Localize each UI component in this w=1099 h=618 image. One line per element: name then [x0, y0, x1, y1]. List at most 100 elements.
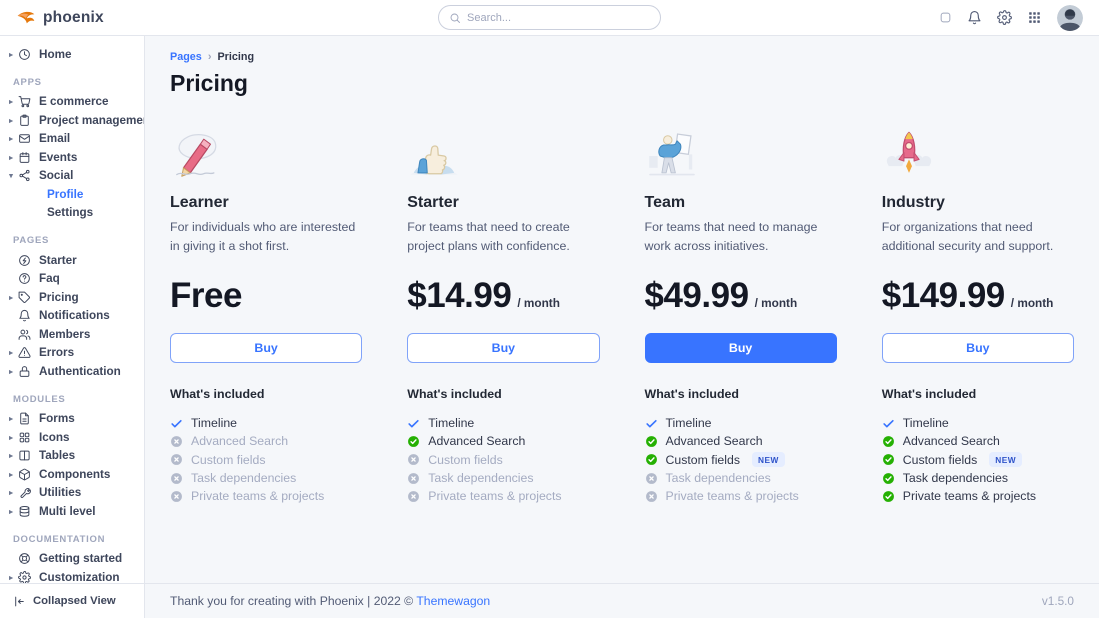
clipboard-icon [18, 114, 31, 127]
share-icon [18, 169, 31, 182]
caret-right-icon: ▸ [9, 49, 13, 59]
feature-row: Timeline [407, 414, 599, 432]
sidebar-item-e-commerce[interactable]: ▸ E commerce [0, 93, 144, 112]
sidebar-section-label: PAGES [13, 235, 50, 246]
buy-button[interactable]: Buy [881, 333, 1074, 363]
notifications-bell-icon[interactable] [967, 10, 982, 25]
feature-row: Private teams & projects [645, 487, 837, 505]
caret-right-icon: ▸ [9, 488, 13, 498]
caret-right-icon: ▸ [9, 506, 13, 516]
feature-label: Task dependencies [902, 471, 1009, 486]
sidebar-item-faq[interactable]: Faq [0, 270, 144, 289]
pricing-plan-starter: Starter For teams that need to create pr… [407, 124, 600, 505]
feature-label: Private teams & projects [428, 489, 562, 504]
plan-description: For organizations that need additional s… [881, 220, 1054, 253]
footer-thanks: Thank you for creating with Phoenix | 20… [170, 594, 414, 608]
clock-icon [18, 48, 31, 61]
excluded-x-icon [170, 435, 183, 448]
buy-button[interactable]: Buy [644, 333, 837, 363]
sidebar-item-errors[interactable]: ▸ Errors [0, 344, 144, 363]
plan-price: $149.99 / month [882, 278, 1074, 318]
price-period: / month [754, 296, 798, 310]
rocket-illustration [882, 124, 1074, 184]
sidebar-item-customization[interactable]: ▸ Customization [0, 568, 144, 583]
theme-toggle-icon[interactable] [939, 11, 952, 24]
feature-row: Task dependencies [170, 469, 362, 487]
whats-included-title: What's included [644, 387, 740, 401]
whats-included-title: What's included [170, 387, 265, 401]
search-input[interactable] [467, 11, 650, 24]
buy-button[interactable]: Buy [170, 333, 363, 363]
sidebar-item-home[interactable]: ▸ Home [0, 45, 144, 64]
sidebar-item-getting-started[interactable]: Getting started [0, 550, 144, 569]
help-circle-icon [18, 272, 31, 285]
sidebar-item-authentication[interactable]: ▸ Authentication [0, 362, 144, 381]
sidebar-section-label: DOCUMENTATION [13, 533, 106, 545]
sidebar-nav: ▸ Home APPS ▸ E commerce ▸ Project management ▸… [0, 36, 144, 583]
sidebar-item-email[interactable]: ▸ Email [0, 130, 144, 149]
sidebar-item-events[interactable]: ▸ Events [0, 148, 144, 167]
lock-icon [18, 365, 31, 378]
collapsed-view-button[interactable]: Collapsed View [0, 583, 144, 618]
sidebar-item-social[interactable]: ▾ Social [0, 167, 144, 186]
plan-name: Starter [407, 194, 459, 211]
nine-dots-grid-icon[interactable] [1027, 10, 1042, 25]
breadcrumb-pages-link[interactable]: Pages [170, 51, 202, 63]
caret-right-icon: ▸ [9, 432, 13, 442]
settings-gear-icon[interactable] [997, 10, 1012, 25]
sidebar-item-multi-level[interactable]: ▸ Multi level [0, 502, 144, 521]
feature-label: Custom fields [902, 452, 978, 467]
main-area: Pages › Pricing Pricing Learner For indi… [145, 36, 1099, 618]
buy-button[interactable]: Buy [407, 333, 600, 363]
sidebar-item-components[interactable]: ▸ Components [0, 465, 144, 484]
new-badge: NEW [752, 452, 785, 468]
plan-name: Team [644, 194, 686, 211]
global-search[interactable] [438, 5, 661, 30]
sidebar-item-utilities[interactable]: ▸ Utilities [0, 484, 144, 503]
themewagon-link[interactable]: Themewagon [416, 594, 491, 608]
plan-features: Timeline Advanced Search Custom fields NEW T… [882, 414, 1074, 505]
feature-label: Task dependencies [665, 471, 771, 486]
sidebar-item-forms[interactable]: ▸ Forms [0, 410, 144, 429]
included-check-icon [882, 453, 895, 466]
feature-label: Task dependencies [191, 471, 297, 486]
sidebar-item-label: E commerce [39, 95, 109, 109]
sidebar-item-profile[interactable]: Profile [0, 185, 144, 204]
sidebar-item-settings[interactable]: Settings [0, 204, 144, 223]
content: Pages › Pricing Pricing Learner For indi… [145, 36, 1099, 583]
sidebar-item-label: Errors [39, 346, 75, 360]
feature-row: Custom fields [407, 451, 599, 469]
feature-label: Timeline [665, 416, 712, 431]
bolt-circle-icon [18, 254, 31, 267]
brand[interactable]: phoenix [16, 8, 438, 28]
caret-right-icon: ▸ [9, 469, 13, 479]
sidebar-item-notifications[interactable]: Notifications [0, 307, 144, 326]
avatar[interactable] [1057, 4, 1083, 31]
sidebar-item-label: Home [39, 47, 72, 61]
feature-row: Advanced Search [645, 432, 837, 450]
pricing-plans-grid: Learner For individuals who are interest… [170, 124, 1074, 505]
tag-icon [18, 291, 31, 304]
sidebar-item-project-management[interactable]: ▸ Project management [0, 111, 144, 130]
sidebar-item-pricing[interactable]: ▸ Pricing [0, 288, 144, 307]
sidebar-item-members[interactable]: Members [0, 325, 144, 344]
breadcrumb-current: Pricing [217, 51, 255, 63]
page-title: Pricing [170, 70, 248, 96]
caret-right-icon: ▸ [9, 97, 13, 107]
bell-icon [18, 309, 31, 322]
feature-label: Timeline [902, 416, 949, 431]
sidebar-item-starter[interactable]: Starter [0, 251, 144, 270]
sidebar-item-label: Pricing [39, 290, 79, 304]
feature-row: Advanced Search [407, 432, 599, 450]
new-badge: NEW [989, 452, 1023, 468]
sidebar-item-tables[interactable]: ▸ Tables [0, 447, 144, 466]
layers-icon [18, 505, 31, 518]
sidebar-item-icons[interactable]: ▸ Icons [0, 428, 144, 447]
check-icon [407, 417, 420, 430]
pricing-plan-team: Team For teams that need to manage work … [644, 124, 837, 505]
whats-included-title: What's included [881, 387, 977, 401]
sidebar-item-label: Notifications [39, 309, 110, 323]
plan-description: For teams that need to create project pl… [407, 220, 570, 253]
included-check-icon [882, 490, 895, 503]
excluded-x-icon [170, 472, 183, 485]
